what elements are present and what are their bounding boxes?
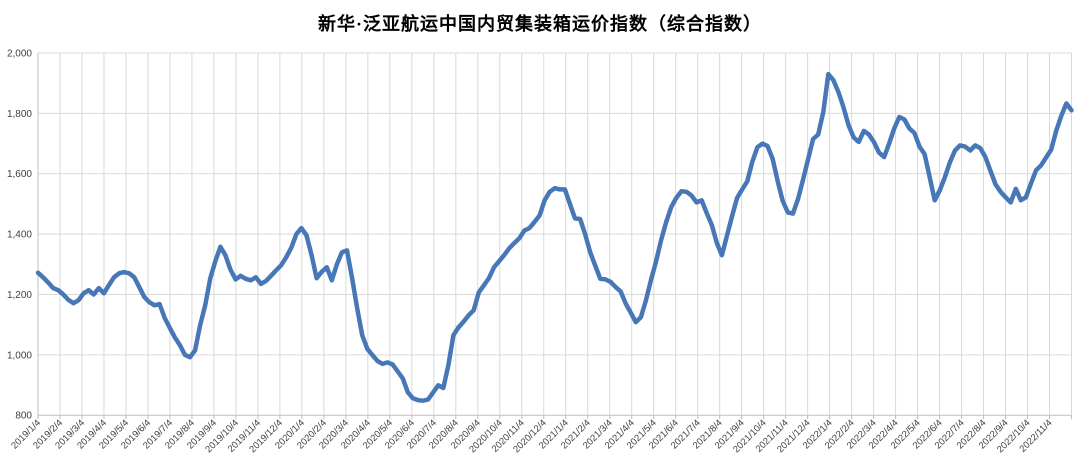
y-tick-label: 1,400 — [7, 230, 32, 241]
y-tick-label: 1,200 — [7, 290, 32, 301]
chart-title: 新华·泛亚航运中国内贸集装箱运价指数（综合指数） — [317, 14, 762, 34]
y-tick-label: 2,000 — [7, 49, 32, 60]
vertical-gridlines — [37, 53, 1072, 416]
horizontal-gridlines — [38, 52, 1072, 416]
y-tick-label: 1,000 — [7, 350, 32, 361]
x-axis-ticks — [37, 415, 1072, 420]
y-tick-label: 1,800 — [7, 109, 32, 120]
y-tick-label: 800 — [15, 411, 32, 422]
x-axis-labels: 2019/1/42019/2/42019/3/42019/4/42019/5/4… — [9, 418, 1054, 456]
y-tick-label: 1,600 — [7, 169, 32, 180]
series-line — [35, 71, 1074, 403]
y-axis-labels: 800 1,000 1,200 1,400 1,600 1,800 2,000 — [7, 49, 32, 422]
